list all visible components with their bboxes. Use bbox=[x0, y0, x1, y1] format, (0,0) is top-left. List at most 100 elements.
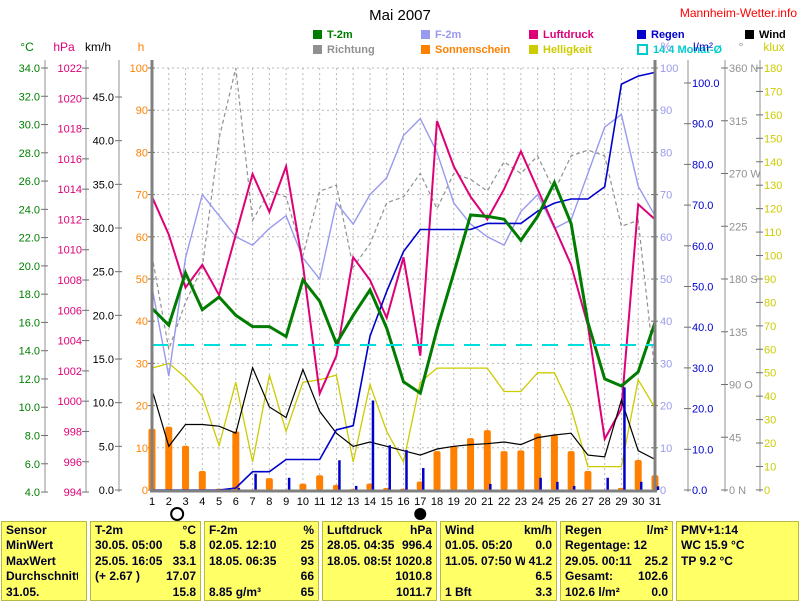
cell-value: 1020.8 bbox=[395, 553, 432, 568]
axis-tick-label: 30.0 bbox=[19, 120, 40, 132]
axis-tick-label: 45 bbox=[729, 432, 741, 444]
x-axis-day-label: 2 bbox=[166, 496, 172, 508]
legend-item-wind: Wind bbox=[745, 29, 800, 41]
axis-tick-label: 0 N bbox=[729, 485, 746, 497]
cell-text: 28.05. 04:35 bbox=[327, 538, 395, 553]
cell-value: 1010.8 bbox=[395, 569, 432, 584]
legend-swatch-icon bbox=[529, 45, 538, 54]
x-axis-day-label: 6 bbox=[233, 496, 239, 508]
table-column-labels: Sensor MinWert MaxWert Durchschnitt 31.05. bbox=[1, 521, 87, 601]
axis-tick-label: 160 bbox=[764, 110, 782, 122]
series-wind bbox=[151, 365, 656, 460]
axis-tick-label: 22.0 bbox=[19, 233, 40, 245]
legend-label: Regen bbox=[651, 28, 685, 41]
table-column-luftdruck: Luftdruck hPa 28.05. 04:35 996.4 18.05. 08:5… bbox=[322, 521, 437, 601]
axis-tick-label: 40 bbox=[660, 316, 672, 328]
cell-value: 0.0 bbox=[651, 584, 668, 599]
cell-text: (+ 2.67 ) bbox=[95, 569, 141, 584]
bar-sonnenschein bbox=[584, 471, 592, 490]
x-axis-day-label: 30 bbox=[632, 496, 644, 508]
axis-tick-label: 16.0 bbox=[19, 317, 40, 329]
table-header-row: F-2m% bbox=[209, 523, 314, 538]
axis-tick-label: 120 bbox=[764, 204, 782, 216]
axis-tick-label: 60.0 bbox=[692, 241, 713, 253]
axis-tick-label: 24.0 bbox=[19, 204, 40, 216]
axis-tick-label: 40 bbox=[764, 391, 776, 403]
row-label: 31.05. bbox=[6, 585, 82, 600]
bar-sonnenschein bbox=[299, 483, 307, 490]
axis-tick-label: 150 bbox=[764, 133, 782, 145]
axis-tick-label: 20.0 bbox=[19, 261, 40, 273]
row-label: MaxWert bbox=[6, 554, 82, 569]
bar-sonnenschein bbox=[182, 445, 190, 490]
axis-unit-label: l/m² bbox=[693, 40, 713, 54]
table-row: TP 9.2 °C bbox=[681, 554, 794, 569]
cell-text: MinWert bbox=[6, 538, 54, 553]
axis-tick-label: 4.0 bbox=[25, 487, 40, 499]
bar-sonnenschein bbox=[567, 451, 575, 490]
table-row: Gesamt: 102.6 bbox=[565, 569, 668, 584]
cell-value: 15.8 bbox=[172, 584, 196, 599]
table-row: 66 bbox=[209, 569, 314, 584]
axis-tick-label: 35.0 bbox=[93, 179, 114, 191]
cell-text: 1 Bft bbox=[445, 584, 472, 599]
axis-tick-label: 25.0 bbox=[93, 267, 114, 279]
table-header-row: Luftdruck hPa bbox=[327, 523, 432, 538]
cell-value: 0.0 bbox=[535, 538, 552, 553]
bar-sonnenschein bbox=[232, 431, 240, 490]
table-row: 8.85 g/m³ 65 bbox=[209, 585, 314, 600]
cell-value: 5.8 bbox=[179, 538, 196, 553]
axis-tick-label: 100 bbox=[764, 251, 782, 263]
x-axis-day-label: 1 bbox=[149, 496, 155, 508]
cell-text: Regen bbox=[565, 523, 602, 537]
axis-tick-label: 80.0 bbox=[692, 159, 713, 171]
bar-sonnenschein bbox=[550, 435, 558, 490]
legend-item-monatsmittel: 14.4 Monat-Ø bbox=[637, 44, 745, 56]
x-axis-day-label: 9 bbox=[283, 496, 289, 508]
axis-unit-label: klux bbox=[763, 40, 784, 54]
table-row: 102.6 l/m² 0.0 bbox=[565, 585, 668, 600]
legend-swatch-icon bbox=[421, 30, 430, 39]
axis-tick-label: 30 bbox=[764, 415, 776, 427]
series-luftdruck bbox=[151, 120, 656, 443]
cell-value: % bbox=[303, 523, 314, 537]
axis-tick-label: 110 bbox=[764, 227, 782, 239]
axis-tick-label: 1008 bbox=[58, 275, 82, 287]
axis-tick-label: 30 bbox=[136, 358, 148, 370]
axis-unit-label: ° bbox=[739, 40, 744, 54]
x-axis-day-label: 23 bbox=[515, 496, 527, 508]
table-header-row: PMV+1:14 bbox=[681, 523, 794, 538]
axis-tick-label: 315 bbox=[729, 116, 747, 128]
table-row: 18.05. 08:55 1020.8 bbox=[327, 554, 432, 569]
axis-tick-label: 70 bbox=[660, 190, 672, 202]
axis-tick-label: 10 bbox=[136, 443, 148, 455]
x-axis-day-label: 11 bbox=[314, 496, 325, 508]
axis-tick-label: 10.0 bbox=[93, 398, 114, 410]
axis-tick-label: 45.0 bbox=[93, 92, 114, 104]
site-link[interactable]: Mannheim-Wetter.info bbox=[679, 6, 797, 20]
x-axis-day-label: 13 bbox=[347, 496, 359, 508]
axis-unit-label: % bbox=[661, 40, 672, 54]
axis-tick-label: 60 bbox=[660, 232, 672, 244]
axis-tick-label: 80 bbox=[764, 297, 776, 309]
x-axis-day-label: 29 bbox=[615, 496, 627, 508]
axis-tick-label: 1014 bbox=[58, 184, 82, 196]
row-label: MinWert bbox=[6, 538, 82, 553]
axis-tick-label: 40 bbox=[136, 316, 148, 328]
axis-tick-label: 50 bbox=[136, 274, 148, 286]
legend-label: Wind bbox=[759, 28, 786, 41]
cell-text: 02.05. 12:10 bbox=[209, 538, 277, 553]
bar-sonnenschein bbox=[467, 438, 475, 490]
series-t2m bbox=[150, 178, 657, 396]
cell-value: 3.3 bbox=[535, 584, 552, 599]
axis-tick-label: 60 bbox=[136, 232, 148, 244]
table-row: 01.05. 05:20 0.0 bbox=[445, 538, 552, 553]
table-column-f-2m: F-2m% 02.05. 12:10 25 18.05. 06:35 93 66 8.85 … bbox=[204, 521, 319, 601]
cell-value: hPa bbox=[409, 523, 432, 537]
x-axis-day-label: 18 bbox=[431, 496, 443, 508]
axis-tick-label: 50.0 bbox=[692, 282, 713, 294]
x-axis-day-label: 31 bbox=[649, 496, 661, 508]
table-row: 1010.8 bbox=[327, 569, 432, 584]
cell-text: WC 15.9 °C bbox=[681, 538, 745, 553]
axis-tick-label: 70 bbox=[136, 190, 148, 202]
